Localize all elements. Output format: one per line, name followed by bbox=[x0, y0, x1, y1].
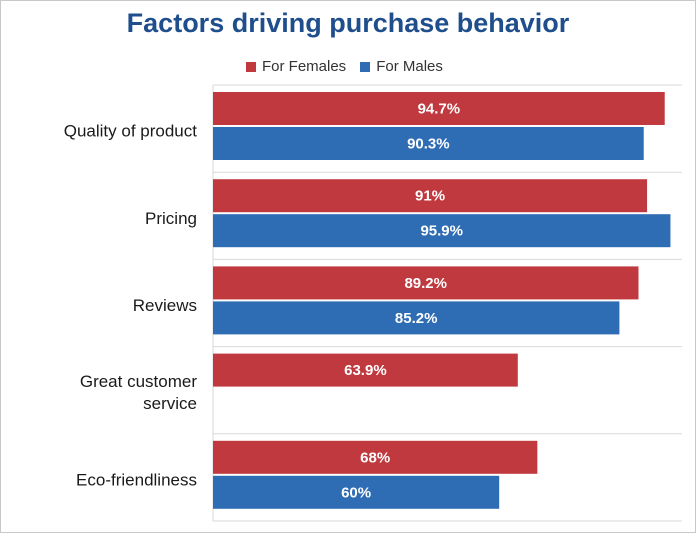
category-label: Eco-friendliness bbox=[76, 470, 197, 489]
legend-swatch-females bbox=[246, 61, 256, 72]
bar-value-label: 90.3% bbox=[407, 136, 450, 153]
legend-item-females: For Females bbox=[246, 58, 346, 75]
bar-females bbox=[213, 179, 648, 213]
bar-value-label: 85.2% bbox=[395, 310, 438, 327]
category-label: Pricing bbox=[145, 209, 197, 228]
bar-females bbox=[213, 353, 518, 387]
bar-value-label: 89.2% bbox=[404, 275, 447, 292]
bar-value-label: 60% bbox=[341, 484, 371, 501]
category-label: Quality of product bbox=[64, 122, 198, 141]
bar-males bbox=[213, 214, 671, 248]
category-label: Great customer service bbox=[80, 372, 197, 413]
bar-value-label: 94.7% bbox=[418, 101, 461, 118]
bar-females bbox=[213, 92, 665, 125]
bar-males bbox=[213, 127, 644, 160]
legend-item-males: For Males bbox=[360, 58, 443, 75]
bar-females bbox=[213, 440, 538, 474]
legend-label-females: For Females bbox=[262, 58, 347, 75]
bar-value-label: 95.9% bbox=[420, 223, 463, 240]
legend-swatch-males bbox=[360, 61, 371, 72]
bar-males bbox=[213, 475, 500, 509]
bar-females bbox=[213, 266, 639, 300]
bar-value-label: 63.9% bbox=[344, 362, 387, 379]
chart-legend: For Females For Males bbox=[246, 58, 457, 75]
legend-label-males: For Males bbox=[376, 58, 443, 75]
bar-value-label: 91% bbox=[415, 188, 445, 205]
category-label: Reviews bbox=[133, 296, 197, 315]
chart-title: Factors driving purchase behavior bbox=[126, 8, 570, 38]
bar-males bbox=[213, 301, 620, 335]
bar-value-label: 68% bbox=[360, 449, 390, 466]
